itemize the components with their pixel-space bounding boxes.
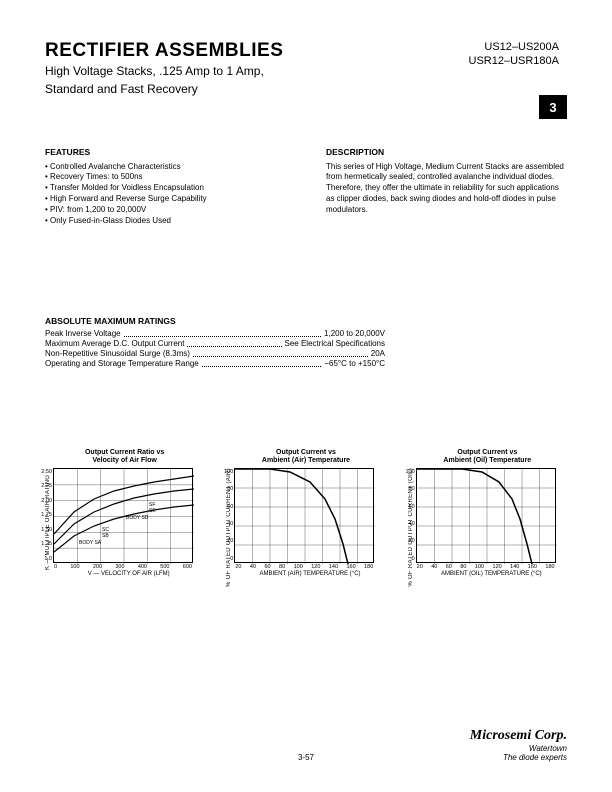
- rating-row: Non-Repetitive Sinusoidal Surge (8.3ms) 2…: [45, 349, 385, 359]
- chart-body: K — MULTIPLE OF AIR RATING2.502.252.001.…: [45, 468, 204, 577]
- chart-title: Output Current vsAmbient (Air) Temperatu…: [226, 449, 385, 464]
- chart-plot: 10080604020020406080100120140160180: [234, 468, 374, 563]
- page-subtitle-1: High Voltage Stacks, .125 Amp to 1 Amp,: [45, 64, 469, 80]
- feature-item: PIV: from 1,200 to 20,000V: [45, 205, 286, 216]
- chart-title: Output Current Ratio vsVelocity of Air F…: [45, 449, 204, 464]
- chart-body: % OF RATED OUTPUT CURRENT (OIL)100806040…: [408, 468, 567, 587]
- chart-xlabel: V — VELOCITY OF AIR (LFM): [53, 571, 204, 577]
- rating-row: Peak Inverse Voltage 1,200 to 20,000V: [45, 329, 385, 339]
- chart-xlabel: AMBIENT (AIR) TEMPERATURE (°C): [234, 571, 385, 577]
- rating-row: Maximum Average D.C. Output Current See E…: [45, 339, 385, 349]
- feature-item: Transfer Molded for Voidless Encapsulati…: [45, 183, 286, 194]
- rating-dots: [124, 329, 321, 337]
- rating-value: 1,200 to 20,000V: [324, 329, 385, 339]
- rating-dots: [187, 339, 281, 347]
- ratings-block: ABSOLUTE MAXIMUM RATINGS Peak Inverse Vo…: [45, 316, 567, 369]
- rating-value: 20A: [371, 349, 385, 359]
- company-location: Watertown: [393, 744, 567, 753]
- rating-value: −65°C to +150°C: [324, 359, 385, 369]
- chart-xticks: 20406080100120140160180: [417, 564, 555, 570]
- rating-dots: [193, 349, 368, 357]
- chart-yticks: 100806040200: [217, 469, 233, 562]
- chart-plot: 2.502.252.001.751.501.251.00100200300400…: [53, 468, 193, 563]
- chart: Output Current vsAmbient (Air) Temperatu…: [226, 449, 385, 586]
- chart-body: % OF RATED OUTPUT CURRENT (AIR)100806040…: [226, 468, 385, 587]
- chart: Output Current vsAmbient (Oil) Temperatu…: [408, 449, 567, 586]
- footer: 3-57 Microsemi Corp. Watertown The diode…: [0, 728, 612, 762]
- rating-label: Peak Inverse Voltage: [45, 329, 121, 339]
- feature-item: Controlled Avalanche Characteristics: [45, 162, 286, 173]
- feature-item: Recovery Times: to 500ns: [45, 172, 286, 183]
- chart-annotation: SC: [102, 528, 109, 533]
- description-text: This series of High Voltage, Medium Curr…: [326, 162, 567, 216]
- chart-annotation: BODY SA: [79, 541, 101, 546]
- plot-wrap: 10080604020020406080100120140160180 AMBIE…: [416, 468, 567, 587]
- rating-label: Operating and Storage Temperature Range: [45, 359, 199, 369]
- chart-yticks: 2.502.252.001.751.501.251.0: [36, 469, 52, 562]
- feature-item: High Forward and Reverse Surge Capabilit…: [45, 194, 286, 205]
- company-block: Microsemi Corp. Watertown The diode expe…: [393, 728, 567, 762]
- plot-wrap: 10080604020020406080100120140160180 AMBIE…: [234, 468, 385, 587]
- chart-plot: 10080604020020406080100120140160180: [416, 468, 556, 563]
- description-column: DESCRIPTION This series of High Voltage,…: [326, 147, 567, 226]
- rating-value: See Electrical Specifications: [285, 339, 386, 349]
- features-list: Controlled Avalanche CharacteristicsReco…: [45, 162, 286, 227]
- rating-label: Maximum Average D.C. Output Current: [45, 339, 184, 349]
- rating-label: Non-Repetitive Sinusoidal Surge (8.3ms): [45, 349, 190, 359]
- feature-item: Only Fused-in-Glass Diodes Used: [45, 216, 286, 227]
- features-column: FEATURES Controlled Avalanche Characteri…: [45, 147, 286, 226]
- chart-annotation: SF: [149, 503, 155, 508]
- chart-xticks: 0100200300400500600: [54, 564, 192, 570]
- title-block: RECTIFIER ASSEMBLIES High Voltage Stacks…: [45, 40, 469, 97]
- chart: Output Current Ratio vsVelocity of Air F…: [45, 449, 204, 576]
- rating-dots: [202, 359, 322, 367]
- plot-wrap: 2.502.252.001.751.501.251.00100200300400…: [53, 468, 204, 577]
- rating-row: Operating and Storage Temperature Range −…: [45, 359, 385, 369]
- chart-xlabel: AMBIENT (OIL) TEMPERATURE (°C): [416, 571, 567, 577]
- chart-annotation: BODY SD: [126, 516, 148, 521]
- two-column-section: FEATURES Controlled Avalanche Characteri…: [45, 147, 567, 226]
- section-badge: 3: [539, 95, 567, 119]
- charts-row: Output Current Ratio vsVelocity of Air F…: [45, 449, 567, 586]
- features-heading: FEATURES: [45, 147, 286, 158]
- chart-annotation: SE: [149, 509, 156, 514]
- chart-yticks: 100806040200: [399, 469, 415, 562]
- partno-2: USR12–USR180A: [469, 54, 560, 68]
- part-numbers: US12–US200A USR12–USR180A: [469, 40, 560, 69]
- chart-annotation: SB: [102, 534, 109, 539]
- page-subtitle-2: Standard and Fast Recovery: [45, 82, 469, 98]
- chart-title: Output Current vsAmbient (Oil) Temperatu…: [408, 449, 567, 464]
- header-row: RECTIFIER ASSEMBLIES High Voltage Stacks…: [45, 40, 567, 97]
- chart-xticks: 20406080100120140160180: [235, 564, 373, 570]
- page-number: 3-57: [219, 753, 393, 762]
- ratings-heading: ABSOLUTE MAXIMUM RATINGS: [45, 316, 567, 326]
- description-heading: DESCRIPTION: [326, 147, 567, 158]
- partno-1: US12–US200A: [469, 40, 560, 54]
- company-name: Microsemi Corp.: [393, 728, 567, 744]
- company-tagline: The diode experts: [393, 753, 567, 762]
- page-title: RECTIFIER ASSEMBLIES: [45, 40, 469, 62]
